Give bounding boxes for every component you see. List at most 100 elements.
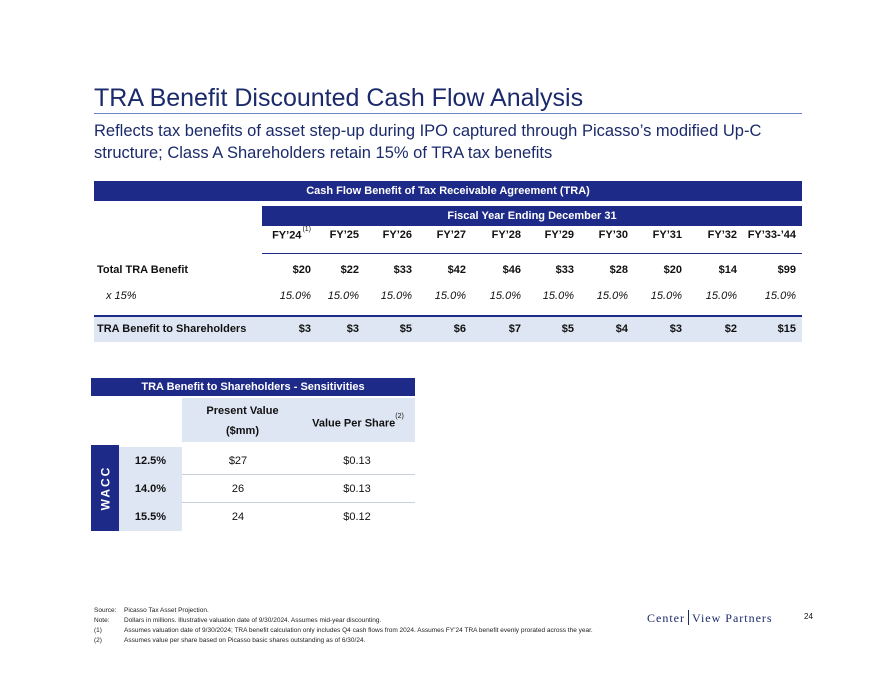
table-cell: $20 <box>292 264 311 276</box>
column-header-label: FY’25 <box>329 229 359 241</box>
column-header: FY’24(1) <box>257 226 311 242</box>
column-header-label: FY’30 <box>598 229 628 241</box>
table-cell: 15.0% <box>279 290 311 302</box>
fiscal-year-header: Fiscal Year Ending December 31 <box>262 206 802 226</box>
column-header: FY’32 <box>683 229 737 241</box>
column-header: FY’31 <box>628 229 682 241</box>
table-cell: 15.0% <box>380 290 412 302</box>
pv-header-line1: Present Value <box>206 405 279 417</box>
footnote-text: Assumes value per share based on Picasso… <box>124 637 366 644</box>
footnote-note: Note: Dollars in millions. Illustrative v… <box>94 616 593 626</box>
table-cell: 15.0% <box>542 290 574 302</box>
table-cell: $46 <box>502 264 521 276</box>
vps-value-2: $0.13 <box>343 483 371 495</box>
table-cell: $5 <box>399 323 412 335</box>
logo-right: View Partners <box>692 611 773 625</box>
pv-value-2: 26 <box>231 483 245 495</box>
sens-divider-1 <box>182 474 415 475</box>
column-header: FY’33-’44 <box>742 229 796 241</box>
column-header-label: FY’28 <box>491 229 521 241</box>
column-header-label: FY’26 <box>382 229 412 241</box>
vps-value-1: $0.13 <box>343 455 371 467</box>
table-cell: $99 <box>777 264 796 276</box>
column-header: FY’27 <box>412 229 466 241</box>
wacc-rate-2: 14.0% <box>119 475 182 503</box>
footnote-marker: (1) <box>302 226 311 233</box>
pv-value-1: $27 <box>228 455 248 467</box>
table-cell: $33 <box>393 264 412 276</box>
wacc-rate-3: 15.5% <box>119 503 182 531</box>
column-header: FY’29 <box>520 229 574 241</box>
pv-header: Present Value ($mm) <box>185 401 300 441</box>
footnote-text: Assumes valuation date of 9/30/2024; TRA… <box>124 627 593 634</box>
vps-value-3: $0.12 <box>343 511 371 523</box>
table-cell: 15.0% <box>327 290 359 302</box>
footnote-key: Source: <box>94 607 117 614</box>
footnote-key: (1) <box>94 627 102 634</box>
page-title: TRA Benefit Discounted Cash Flow Analysi… <box>94 84 584 112</box>
column-header-label: FY’29 <box>544 229 574 241</box>
column-header: FY’25 <box>305 229 359 241</box>
main-table-banner: Cash Flow Benefit of Tax Receivable Agre… <box>94 181 802 201</box>
footnotes: Source: Picasso Tax Asset Projection. Not… <box>94 606 593 646</box>
shareholders-row-rule <box>94 315 802 317</box>
wacc-label-text: WACC <box>98 465 113 511</box>
column-header: FY’26 <box>358 229 412 241</box>
column-header: FY’30 <box>574 229 628 241</box>
column-header-label: FY’24 <box>272 229 302 242</box>
column-header-label: FY’33-’44 <box>747 229 796 241</box>
title-rule <box>94 113 802 114</box>
table-cell: $15 <box>777 323 796 335</box>
pv-value-3: 24 <box>231 511 245 523</box>
logo-left: Center <box>647 611 685 625</box>
pv-header-line2: ($mm) <box>225 425 259 437</box>
footnote-1: (1) Assumes valuation date of 9/30/2024; … <box>94 626 593 636</box>
page-number: 24 <box>804 612 813 621</box>
footnote-text: Picasso Tax Asset Projection. <box>124 607 209 614</box>
table-cell: $3 <box>346 323 359 335</box>
footnote-key: Note: <box>94 617 110 624</box>
logo-separator <box>688 610 689 625</box>
table-cell: $3 <box>298 323 311 335</box>
table-cell: $33 <box>555 264 574 276</box>
table-cell: 15.0% <box>489 290 521 302</box>
vps-footnote-marker: (2) <box>395 413 404 420</box>
row-label-total-tra: Total TRA Benefit <box>97 264 189 276</box>
table-cell: 15.0% <box>596 290 628 302</box>
column-header-label: FY’27 <box>436 229 466 241</box>
centerview-logo: Center View Partners <box>647 610 773 626</box>
sensitivity-header-shade <box>182 398 415 442</box>
column-header-label: FY’31 <box>652 229 682 241</box>
table-cell: 15.0% <box>705 290 737 302</box>
table-cell: 15.0% <box>650 290 682 302</box>
table-cell: $3 <box>669 323 682 335</box>
table-cell: 15.0% <box>764 290 796 302</box>
sensitivity-banner: TRA Benefit to Shareholders - Sensitivit… <box>91 378 415 396</box>
vps-header-label: Value Per Share <box>312 417 396 430</box>
table-cell: 15.0% <box>434 290 466 302</box>
table-cell: $4 <box>615 323 628 335</box>
wacc-rate-1: 12.5% <box>119 447 182 475</box>
table-cell: $2 <box>724 323 737 335</box>
table-cell: $7 <box>508 323 521 335</box>
column-header-label: FY’32 <box>707 229 737 241</box>
table-cell: $28 <box>609 264 628 276</box>
table-cell: $22 <box>340 264 359 276</box>
table-cell: $14 <box>718 264 737 276</box>
table-cell: $5 <box>561 323 574 335</box>
table-cell: $6 <box>453 323 466 335</box>
column-header: FY’28 <box>467 229 521 241</box>
vps-header: Value Per Share(2) <box>302 411 414 434</box>
wacc-label: WACC <box>91 445 119 531</box>
header-underline <box>262 253 802 254</box>
row-label-shareholders: TRA Benefit to Shareholders <box>97 323 247 335</box>
shareholders-row-shade <box>94 316 802 342</box>
page-subtitle: Reflects tax benefits of asset step-up d… <box>94 122 762 162</box>
sens-divider-2 <box>182 502 415 503</box>
table-cell: $20 <box>663 264 682 276</box>
row-label-pct: x 15% <box>106 290 137 302</box>
footnote-source: Source: Picasso Tax Asset Projection. <box>94 606 593 616</box>
footnote-2: (2) Assumes value per share based on Pica… <box>94 636 593 646</box>
footnote-text: Dollars in millions. Illustrative valuat… <box>124 617 382 624</box>
footnote-key: (2) <box>94 637 102 644</box>
